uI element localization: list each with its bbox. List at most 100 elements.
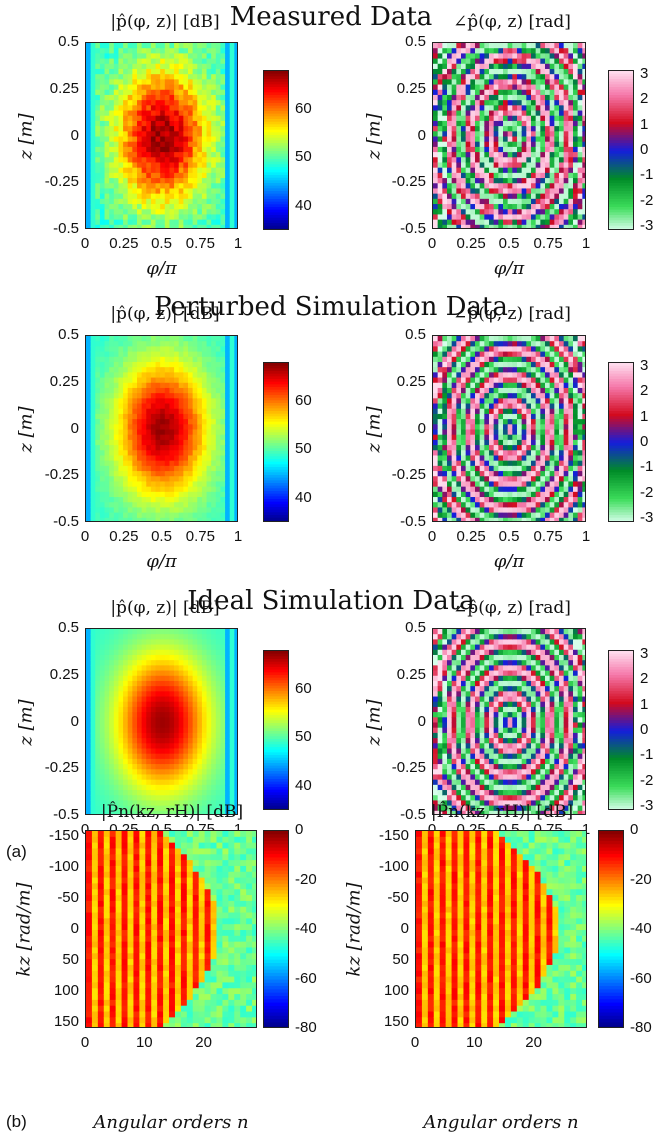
heatmap-cell [90,476,96,483]
heatmap-cell [554,105,560,112]
heatmap-cell [573,141,579,148]
colorbar-segment [609,148,633,152]
heatmap-cell [512,476,518,483]
heatmap-cell [554,100,560,106]
heatmap-cell [545,497,551,503]
heatmap-cell [489,403,495,410]
heatmap-cell [155,224,161,228]
heatmap-cell [220,131,226,138]
heatmap-cell [503,178,509,184]
heatmap-cell [192,413,198,420]
heatmap-cell [169,367,175,373]
heatmap-cell [437,445,443,451]
heatmap-cell [479,58,485,65]
heatmap-cell [507,336,513,342]
heatmap-cell [229,491,235,498]
heatmap-cell [549,351,555,358]
heatmap-cell [109,219,115,226]
heatmap-cell [545,429,551,436]
heatmap-cell [573,188,579,195]
heatmap-cell [493,43,499,49]
heatmap-cell [155,486,161,493]
heatmap-cell [109,408,115,415]
heatmap-cell [470,126,476,132]
heatmap-cell [577,209,583,216]
heatmap-cell [192,94,198,101]
heatmap-cell [104,172,110,179]
heatmap-cell [521,115,527,122]
heatmap-cell [531,172,537,179]
heatmap-cell [164,209,171,216]
heatmap-cell [573,209,579,216]
heatmap-cell [433,377,439,384]
heatmap-cell [197,120,203,127]
heatmap-cell [493,471,499,477]
heatmap-cell [225,198,231,205]
heatmap-cell [160,476,166,483]
heatmap-cell [86,336,92,342]
heatmap-cell [141,471,147,477]
heatmap-cell [545,471,551,477]
heatmap-cell [183,214,189,221]
heatmap-cell [146,346,152,353]
heatmap-cell [215,63,222,70]
heatmap-cell [146,68,152,75]
heatmap-cell [150,105,157,112]
heatmap-cell [132,198,138,205]
heatmap-cell [554,74,560,80]
heatmap-cell [456,84,462,91]
heatmap-cell [535,89,541,96]
heatmap-cell [493,204,499,210]
heatmap-cell [493,512,499,519]
heatmap-cell [201,476,208,483]
heatmap-cell [141,460,147,467]
heatmap-cell [517,43,523,49]
heatmap-cell [215,214,222,221]
heatmap-cell [229,167,235,174]
heatmap-cell [503,162,509,169]
heatmap-cell [104,48,110,54]
heatmap-cell [563,460,569,467]
heatmap-cell [174,110,180,117]
heatmap-cell [104,152,110,158]
heatmap-cell [470,219,476,226]
heatmap-cell [517,89,523,96]
heatmap-cell [498,89,504,96]
heatmap-cell [503,94,509,101]
heatmap-cell [141,377,147,384]
heatmap-cell [507,224,513,228]
heatmap-cell [437,120,443,127]
heatmap-cell [573,63,579,70]
heatmap-cell [104,204,110,210]
heatmap-cell [123,460,129,467]
heatmap-cell [568,162,574,169]
heatmap-cell [169,89,175,96]
heatmap-cell [225,476,231,483]
heatmap-cell [437,481,443,488]
heatmap-cell [545,336,551,342]
heatmap-cell [577,48,583,54]
heatmap-cell [146,445,152,451]
heatmap-cell [512,136,518,143]
heatmap-cell [141,146,147,153]
heatmap-cell [192,193,198,200]
heatmap-cell [521,512,527,519]
heatmap-cell [211,126,217,132]
heatmap-cell [503,115,509,122]
heatmap-cell [531,491,537,498]
heatmap-cell [465,136,471,143]
heatmap-cell [183,372,189,379]
heatmap-cell [554,460,560,467]
heatmap-cell [563,188,569,195]
heatmap-cell [465,502,471,509]
heatmap-cell [90,172,96,179]
heatmap-cell [503,512,509,519]
heatmap-cell [507,481,513,488]
heatmap-cell [220,424,226,431]
heatmap-cell [137,115,143,122]
heatmap-cell [192,63,198,70]
heatmap-cell [174,214,180,221]
heatmap-cell [535,219,541,226]
heatmap-cell [160,136,166,143]
heatmap-cell [535,74,541,80]
